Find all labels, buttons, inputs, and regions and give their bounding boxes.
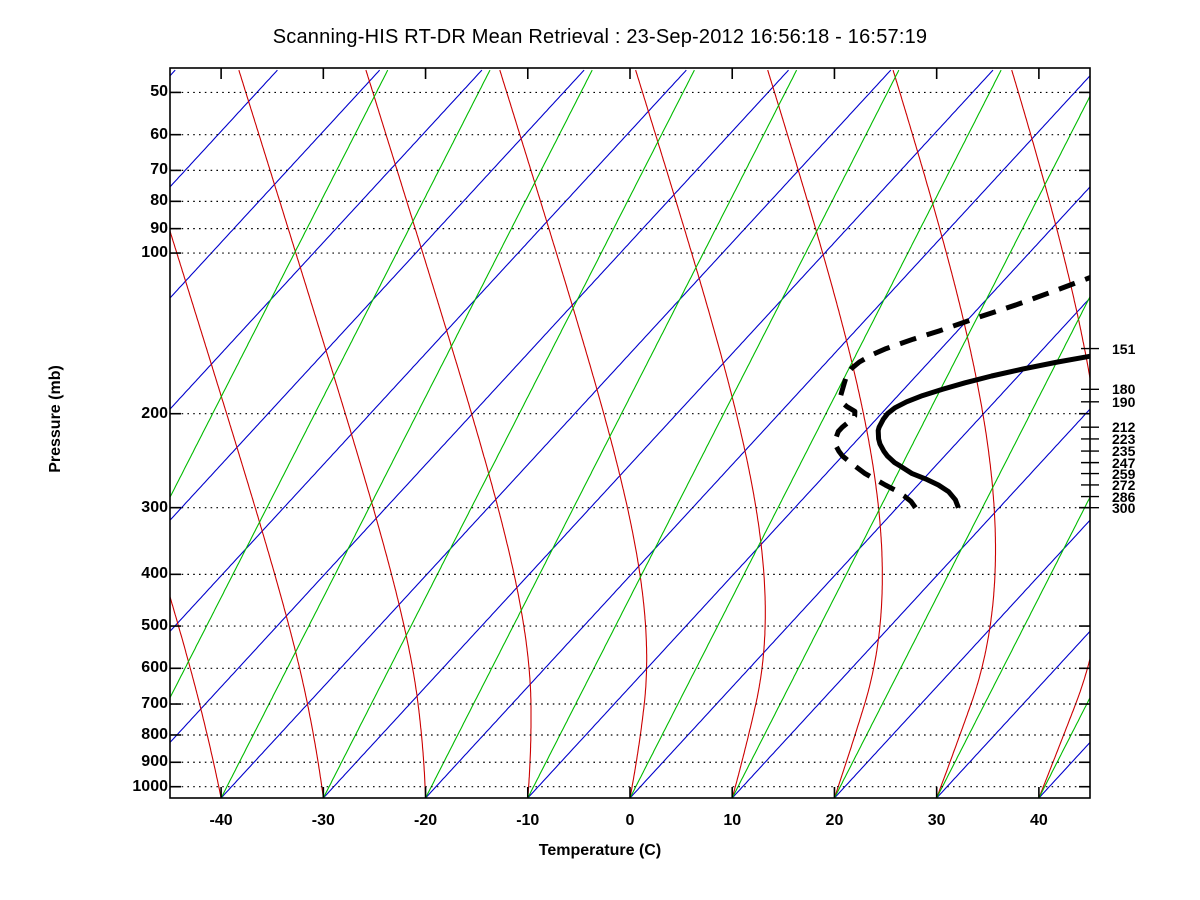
x-axis-tick-label: -20	[413, 812, 438, 829]
y-axis-tick-label: 600	[141, 659, 168, 677]
y-axis-tick-label: 800	[141, 725, 168, 743]
profile-temperature	[875, 353, 1090, 509]
right-axis-tick-label: 259	[1112, 465, 1136, 482]
y-axis-tick-label: 200	[141, 404, 168, 422]
y-axis-tick-label: 700	[141, 695, 168, 713]
y-axis-tick-label: 500	[141, 617, 168, 635]
right-axis-tick-label: 223	[1112, 430, 1136, 447]
x-axis-tick-label: -30	[311, 812, 335, 829]
x-axis-tick-label: 40	[1029, 812, 1048, 829]
y-axis-tick-label: 50	[150, 83, 168, 101]
right-axis-tick-label: 272	[1112, 476, 1136, 493]
y-axis-tick-label: 60	[150, 125, 168, 143]
x-axis-tick-label: -40	[209, 812, 233, 829]
y-axis-tick-label: 80	[150, 192, 168, 210]
x-axis-title: Temperature (C)	[538, 842, 662, 859]
x-axis-tick-label: 10	[723, 812, 742, 829]
x-axis-tick-label: 20	[825, 812, 844, 829]
y-axis-tick-label: 90	[150, 219, 168, 237]
y-axis-tick-label: 900	[141, 753, 168, 771]
x-axis-tick-label: 30	[927, 812, 946, 829]
right-axis-tick-label: 212	[1112, 419, 1136, 436]
x-axis-tick-label: -10	[516, 812, 540, 829]
right-axis-tick-label: 286	[1112, 488, 1136, 505]
right-axis-tick-label: 235	[1112, 443, 1136, 460]
right-axis-tick-label: 151	[1112, 340, 1136, 357]
right-axis-tick-label: 300	[1112, 499, 1136, 516]
right-axis-tick-label: 190	[1112, 393, 1136, 410]
profile-dewpoint	[832, 274, 1090, 510]
y-axis-tick-label: 400	[141, 565, 168, 583]
x-axis-tick-label: 0	[625, 812, 635, 829]
right-axis-tick-label: 247	[1112, 454, 1136, 471]
right-axis-tick-label: 180	[1112, 381, 1136, 398]
page-title: Scanning-HIS RT-DR Mean Retrieval : 23-S…	[272, 26, 928, 48]
y-axis-tick-label: 1000	[132, 777, 168, 795]
y-axis-tick-label: 300	[141, 498, 168, 516]
y-axis-tick-label: 70	[150, 161, 168, 179]
y-axis-tick-label: 100	[141, 244, 168, 262]
